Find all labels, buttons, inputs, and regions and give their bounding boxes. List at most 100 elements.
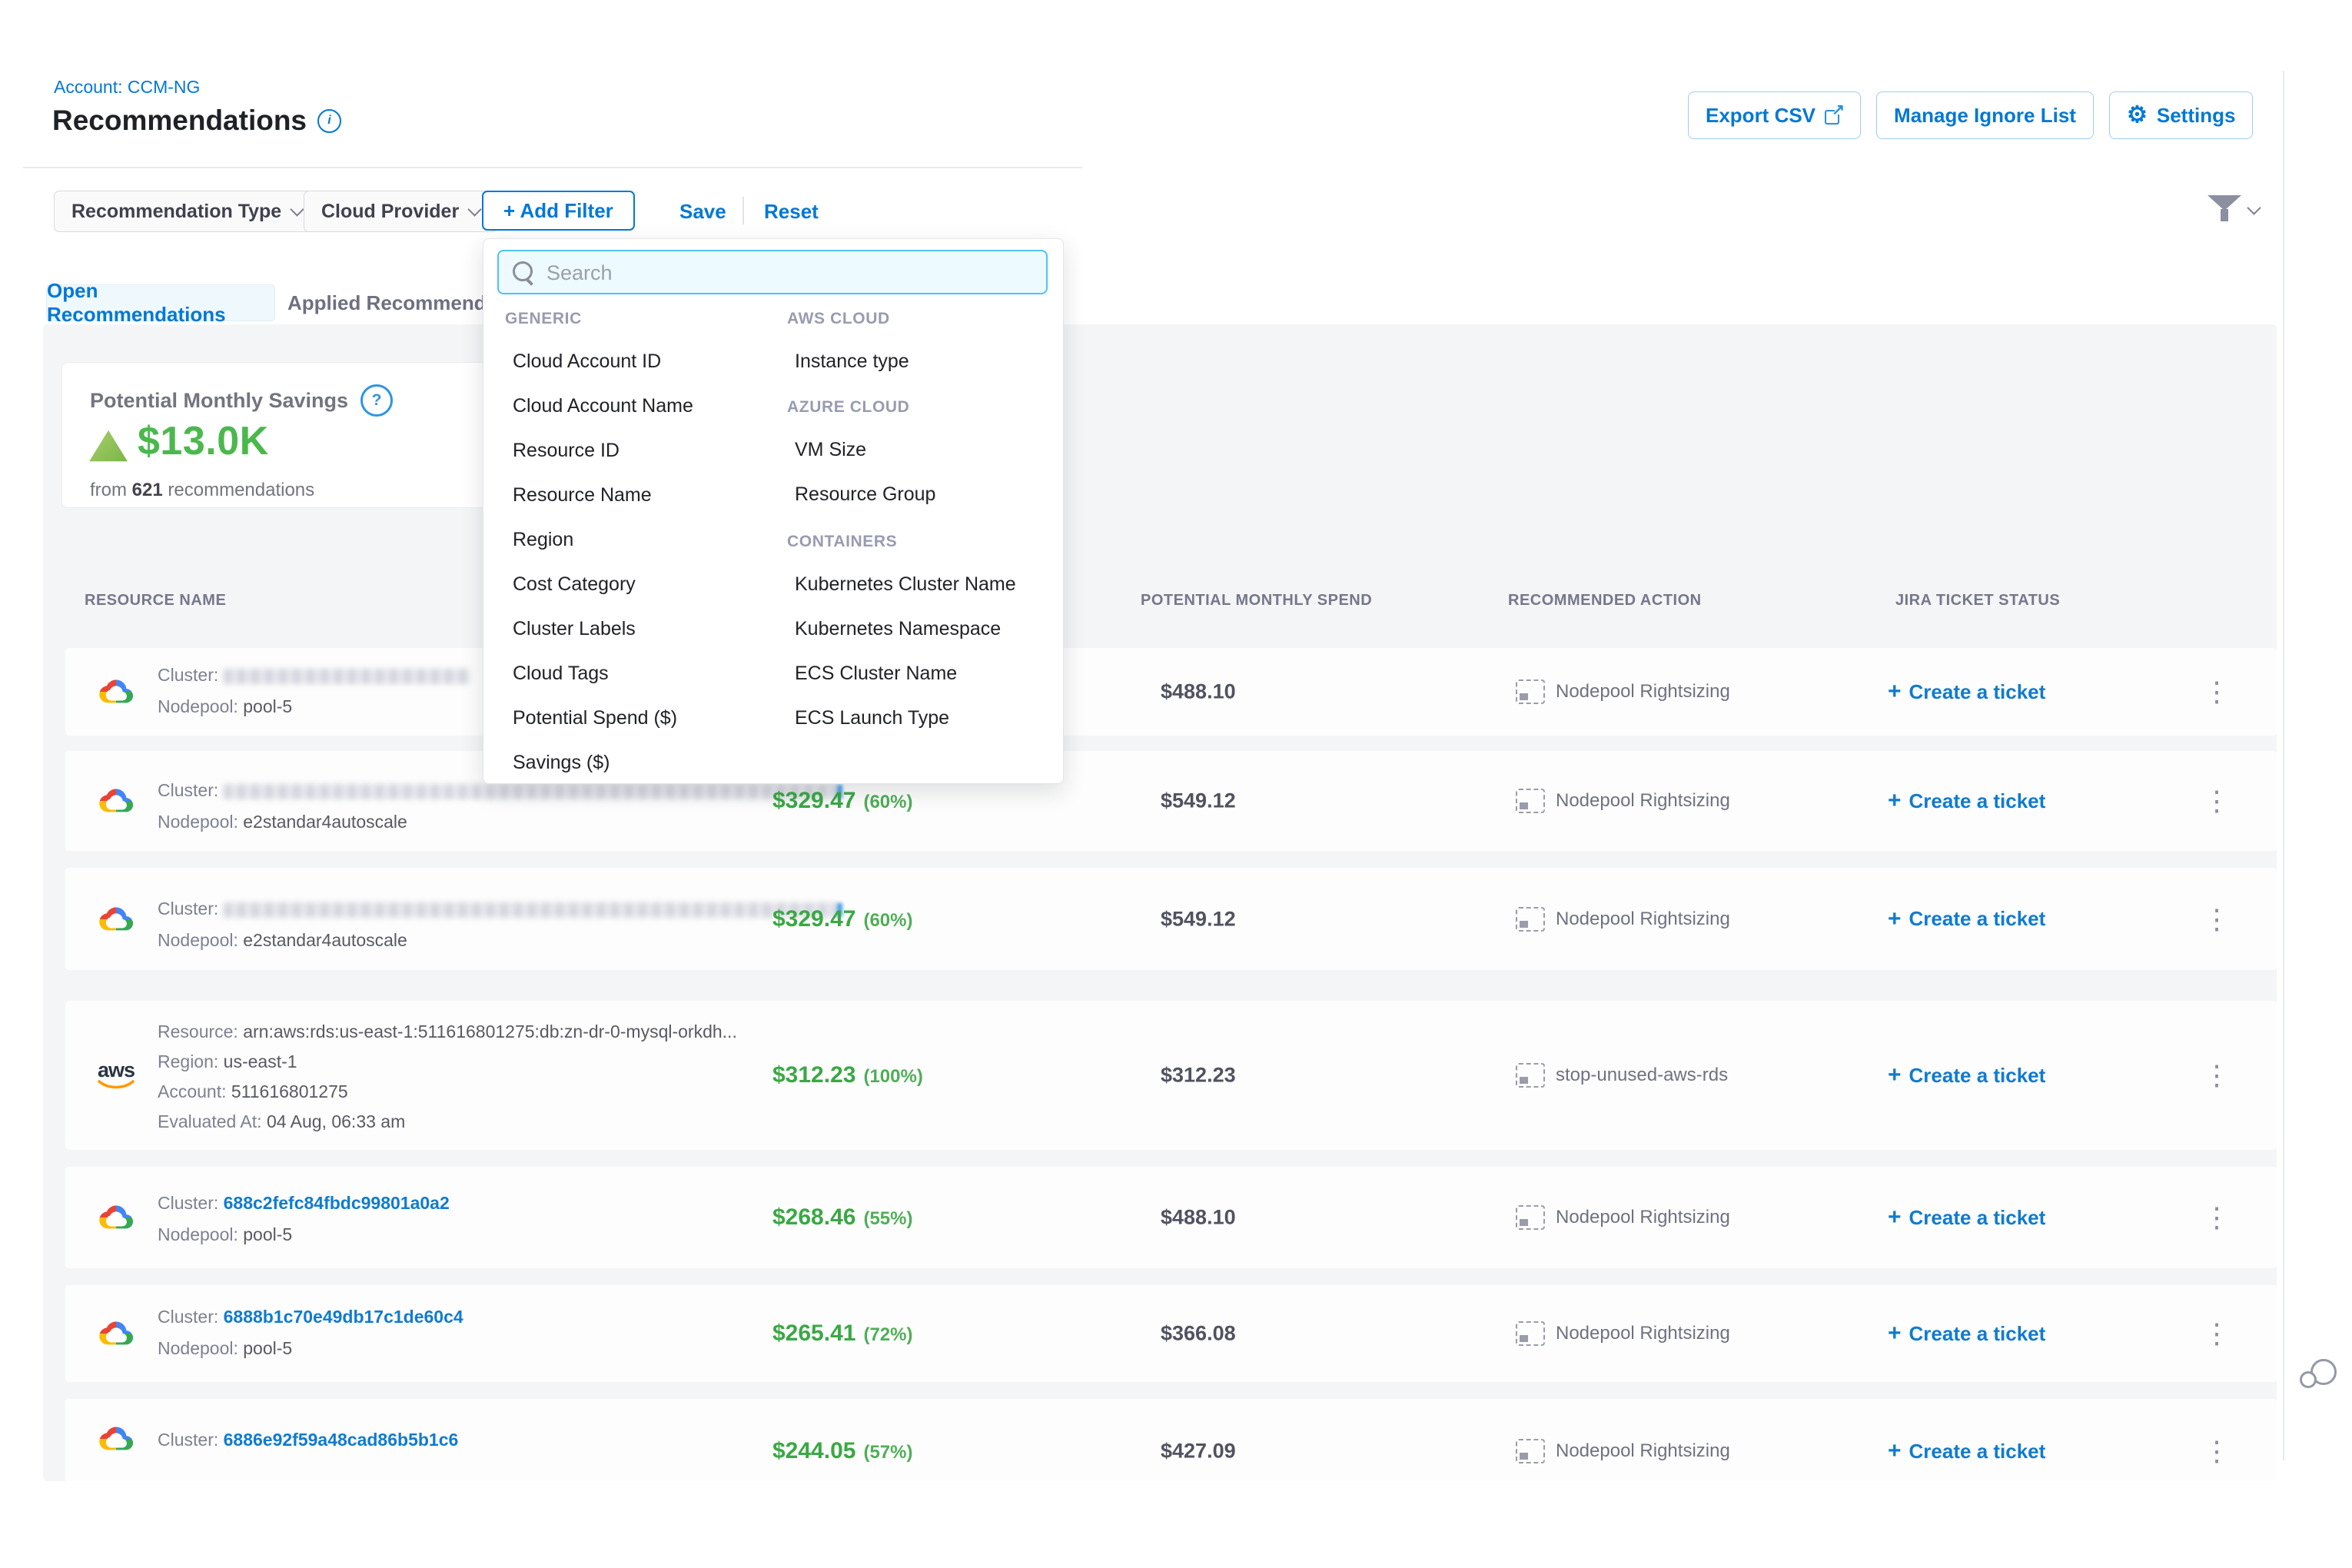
- create-ticket-button[interactable]: + Create a ticket: [1888, 788, 2046, 813]
- dropdown-item-instance-type[interactable]: Instance type: [795, 350, 909, 372]
- help-icon[interactable]: ?: [360, 384, 394, 417]
- create-ticket-button[interactable]: + Create a ticket: [1888, 1204, 2046, 1230]
- plus-icon: +: [1888, 1062, 1902, 1088]
- potential-savings-card: Potential Monthly Savings ? $13.0K from …: [61, 362, 493, 508]
- plus-icon: +: [1888, 905, 1902, 932]
- gcp-cloud-icon: [95, 902, 138, 937]
- evaluated-at-value: 04 Aug, 06:33 am: [266, 1111, 406, 1131]
- savings-amount: $13.0K: [138, 419, 269, 463]
- spend-value: $549.12: [1161, 789, 1236, 812]
- row-menu-icon[interactable]: ⋮: [2203, 785, 2231, 816]
- savings-subtitle: from 621 recommendations: [90, 480, 315, 500]
- tab-open-recommendations[interactable]: Open Recommendations: [46, 279, 275, 326]
- table-row: Cluster: 688c2fefc84fbdc99801a0a2 Nodepo…: [65, 1167, 2277, 1268]
- cluster-link[interactable]: 688c2fefc84fbdc99801a0a2: [223, 1193, 450, 1213]
- rightsizing-icon: [1516, 679, 1545, 704]
- recommendations-panel: Potential Monthly Savings ? $13.0K from …: [43, 324, 2277, 1481]
- create-ticket-button[interactable]: + Create a ticket: [1888, 1062, 2046, 1088]
- gcp-cloud-icon: [95, 1421, 138, 1457]
- savings-value: $329.47: [772, 788, 856, 813]
- external-link-icon: ↗: [1825, 101, 1845, 125]
- row-menu-icon[interactable]: ⋮: [2203, 902, 2231, 935]
- gcp-cloud-icon: [95, 1200, 138, 1235]
- column-header-jira-ticket-status: JIRA TICKET STATUS: [1895, 592, 2061, 609]
- gcp-cloud-icon: [95, 674, 138, 709]
- plus-icon: +: [1888, 1204, 1902, 1230]
- dropdown-item-ecs-cluster-name[interactable]: ECS Cluster Name: [795, 663, 958, 684]
- savings-leaf-icon: [89, 430, 128, 462]
- spend-value: $366.08: [1161, 1321, 1236, 1345]
- nodepool-value: pool-5: [243, 1224, 293, 1244]
- cloud-provider-filter[interactable]: Cloud Provider: [304, 191, 498, 232]
- search-input[interactable]: [545, 251, 1032, 294]
- recommendation-count: 621: [131, 480, 163, 500]
- funnel-icon: [2207, 192, 2241, 226]
- dropdown-item-cluster-labels[interactable]: Cluster Labels: [513, 618, 636, 639]
- dropdown-item-resource-group[interactable]: Resource Group: [795, 483, 936, 505]
- recommended-action-label: Nodepool Rightsizing: [1556, 908, 1730, 929]
- save-filter-button[interactable]: Save: [679, 200, 726, 223]
- table-row: Cluster: Nodepool: pool-5 $488.10 Nodepo…: [65, 648, 2277, 736]
- cluster-link[interactable]: 6886e92f59a48cad86b5b1c6: [223, 1430, 459, 1450]
- recommended-action-label: Nodepool Rightsizing: [1556, 1207, 1730, 1227]
- create-ticket-button[interactable]: + Create a ticket: [1888, 679, 2046, 704]
- row-menu-icon[interactable]: ⋮: [2203, 1201, 2231, 1233]
- nodepool-value: pool-5: [243, 1338, 293, 1358]
- breadcrumb-account-link[interactable]: Account: CCM-NG: [54, 77, 201, 97]
- account-value: 511616801275: [231, 1081, 348, 1101]
- recommended-action-label: Nodepool Rightsizing: [1556, 790, 1730, 811]
- plus-icon: +: [1888, 1438, 1902, 1463]
- dropdown-item-cloud-tags[interactable]: Cloud Tags: [513, 663, 609, 684]
- nodepool-value: e2standar4autoscale: [243, 812, 407, 832]
- add-filter-button[interactable]: + Add Filter: [482, 191, 635, 231]
- region-value: us-east-1: [223, 1051, 297, 1071]
- content-right-border: [2283, 71, 2284, 1460]
- dropdown-section-generic: GENERIC: [505, 310, 582, 327]
- filter-panel-toggle[interactable]: [2207, 192, 2261, 226]
- dropdown-item-resource-id[interactable]: Resource ID: [513, 440, 620, 461]
- dropdown-item-ecs-launch-type[interactable]: ECS Launch Type: [795, 707, 950, 729]
- dropdown-item-cost-category[interactable]: Cost Category: [513, 573, 636, 595]
- create-ticket-button[interactable]: + Create a ticket: [1888, 1438, 2046, 1463]
- dropdown-item-resource-name[interactable]: Resource Name: [513, 484, 652, 506]
- dropdown-item-kubernetes-cluster-name[interactable]: Kubernetes Cluster Name: [795, 573, 1016, 595]
- manage-ignore-list-button[interactable]: Manage Ignore List: [1876, 91, 2094, 139]
- recommended-action-label: Nodepool Rightsizing: [1556, 681, 1730, 702]
- cluster-link[interactable]: 6888b1c70e49db17c1de60c4: [223, 1307, 463, 1327]
- savings-value: $268.46: [772, 1204, 856, 1230]
- settings-button[interactable]: ⚙ Settings: [2108, 91, 2254, 139]
- dropdown-item-vm-size[interactable]: VM Size: [795, 439, 867, 460]
- search-icon: [513, 261, 533, 286]
- row-menu-icon[interactable]: ⋮: [2203, 1059, 2231, 1091]
- info-icon[interactable]: i: [317, 108, 342, 133]
- create-ticket-button[interactable]: + Create a ticket: [1888, 905, 2046, 932]
- plus-icon: +: [1888, 788, 1902, 813]
- dropdown-item-kubernetes-namespace[interactable]: Kubernetes Namespace: [795, 618, 1002, 639]
- spend-value: $549.12: [1161, 907, 1236, 930]
- dropdown-item-cloud-account-id[interactable]: Cloud Account ID: [513, 350, 662, 372]
- export-csv-label: Export CSV: [1706, 103, 1816, 127]
- manage-ignore-list-label: Manage Ignore List: [1894, 103, 2076, 127]
- dropdown-item-potential-spend[interactable]: Potential Spend ($): [513, 707, 678, 729]
- row-menu-icon[interactable]: ⋮: [2203, 676, 2231, 707]
- dropdown-item-region[interactable]: Region: [513, 529, 574, 550]
- create-ticket-button[interactable]: + Create a ticket: [1888, 1321, 2046, 1346]
- rightsizing-icon: [1516, 1205, 1545, 1230]
- recommended-action-label: Nodepool Rightsizing: [1556, 1440, 1730, 1461]
- settings-label: Settings: [2156, 103, 2236, 127]
- rightsizing-icon: [1516, 1439, 1545, 1463]
- dropdown-section-aws-cloud: AWS CLOUD: [787, 310, 890, 327]
- export-csv-button[interactable]: Export CSV ↗: [1688, 91, 1862, 139]
- row-menu-icon[interactable]: ⋮: [2203, 1317, 2231, 1349]
- dropdown-item-cloud-account-name[interactable]: Cloud Account Name: [513, 395, 693, 417]
- savings-value: $244.05: [772, 1438, 856, 1463]
- reset-filter-button[interactable]: Reset: [764, 200, 819, 223]
- dropdown-item-savings[interactable]: Savings ($): [513, 752, 610, 773]
- recommendation-type-filter[interactable]: Recommendation Type: [54, 191, 321, 232]
- redacted-cluster-name: [223, 783, 839, 799]
- rightsizing-icon: [1516, 789, 1545, 813]
- column-header-recommended-action: RECOMMENDED ACTION: [1508, 592, 1702, 609]
- row-menu-icon[interactable]: ⋮: [2203, 1435, 2231, 1467]
- support-icon[interactable]: [2300, 1359, 2337, 1400]
- gcp-cloud-icon: [95, 783, 138, 819]
